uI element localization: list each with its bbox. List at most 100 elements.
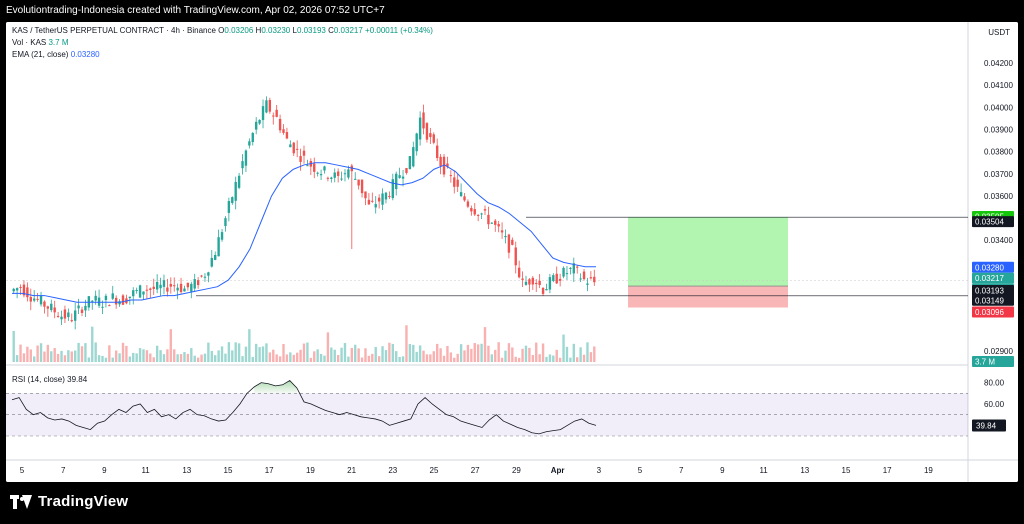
price-axis-badge xyxy=(972,261,1014,273)
volume-bar xyxy=(309,357,313,362)
candle-body xyxy=(306,165,309,167)
candle-body xyxy=(377,197,381,202)
candle-body xyxy=(80,309,84,313)
volume-bar xyxy=(111,357,114,362)
volume-bar xyxy=(29,349,32,362)
volume-bar xyxy=(586,342,589,362)
candle-body xyxy=(429,133,432,138)
volume-legend[interactable]: Vol · KAS 3.7 M xyxy=(12,38,69,47)
candle-body xyxy=(210,257,213,267)
candle-body xyxy=(463,196,466,201)
candle-body xyxy=(46,306,50,309)
volume-bar xyxy=(319,354,323,362)
candle-body xyxy=(84,305,87,311)
rsi-value-text: 39.84 xyxy=(67,375,88,384)
chart-frame: 80.00 60.00 39.84 0.04200 0.04100 0.04000 0.0… xyxy=(6,22,1018,482)
time-tick-label: 19 xyxy=(924,466,933,475)
volume-bar xyxy=(73,350,77,362)
candle-body xyxy=(128,296,132,299)
volume-value: 3.7 M xyxy=(48,38,69,47)
candle-body xyxy=(63,309,67,319)
volume-bar xyxy=(576,357,579,362)
price-axis-badge-text: 0.03149 xyxy=(975,296,1004,305)
candle-body xyxy=(398,175,401,178)
candle-body xyxy=(77,305,80,309)
volume-bar xyxy=(415,351,418,362)
candle-body xyxy=(569,267,572,269)
volume-bar xyxy=(500,357,504,362)
time-tick-label: Apr xyxy=(551,466,565,475)
close-label: C xyxy=(328,26,334,35)
candle-body xyxy=(285,132,289,139)
volume-bar xyxy=(248,329,251,362)
time-tick-label: 17 xyxy=(883,466,892,475)
volume-bar xyxy=(292,354,295,362)
rsi-line xyxy=(11,380,597,435)
volume-bar xyxy=(459,344,463,362)
symbol-legend[interactable]: KAS / TetherUS PERPETUAL CONTRACT · 4h ·… xyxy=(12,26,433,35)
volume-bar xyxy=(268,352,272,362)
volume-bar xyxy=(565,346,569,362)
ema-label: EMA (21, close) xyxy=(12,50,69,59)
volume-bar xyxy=(466,344,470,362)
volume-bar xyxy=(401,356,405,362)
candle-body xyxy=(251,133,254,143)
volume-bar xyxy=(84,343,87,362)
candle-body xyxy=(135,290,138,292)
volume-bar xyxy=(429,354,432,362)
candle-body xyxy=(289,144,292,148)
candle-body xyxy=(360,179,364,194)
volume-bar xyxy=(128,356,132,362)
candle-body xyxy=(572,263,575,274)
volume-bar xyxy=(558,357,562,362)
volume-bar xyxy=(200,354,203,362)
tradingview-logo[interactable]: TradingView xyxy=(10,493,128,510)
volume-bars xyxy=(12,325,596,362)
candle-body xyxy=(579,278,582,280)
candle-body xyxy=(299,156,302,162)
candle-body xyxy=(381,193,384,205)
volume-bar xyxy=(125,345,128,362)
currency-label[interactable]: USDT xyxy=(988,28,1010,37)
candle-body xyxy=(316,172,319,174)
candle-body xyxy=(19,287,22,289)
volume-bar xyxy=(333,349,336,362)
price-axis-badge-text: 3.7 M xyxy=(975,358,995,367)
candle-body xyxy=(155,281,159,290)
ema-line xyxy=(12,162,596,303)
candle-body xyxy=(295,148,299,150)
candle-body xyxy=(94,295,97,301)
volume-bar xyxy=(412,344,415,362)
volume-bar xyxy=(196,357,200,362)
candle-body xyxy=(292,142,295,154)
volume-bar xyxy=(63,355,67,362)
volume-bar xyxy=(381,346,384,362)
volume-bar xyxy=(50,351,53,362)
volume-bar xyxy=(186,353,190,362)
rsi-legend[interactable]: RSI (14, close) 39.84 xyxy=(12,375,87,384)
volume-bar xyxy=(593,346,596,362)
candle-body xyxy=(435,145,439,159)
footer-bar: TradingView xyxy=(0,482,1024,524)
candle-body xyxy=(114,297,118,305)
volume-bar xyxy=(237,343,241,362)
candle-body xyxy=(326,177,330,179)
candle-body xyxy=(244,150,248,166)
time-tick-label: 5 xyxy=(638,466,643,475)
volume-bar xyxy=(422,350,425,362)
volume-bar xyxy=(254,343,258,362)
candle-body xyxy=(330,177,333,179)
candle-body xyxy=(528,279,531,285)
candle-body xyxy=(405,168,408,173)
volume-bar xyxy=(97,355,101,362)
volume-bar xyxy=(241,356,244,362)
volume-bar xyxy=(118,353,121,362)
volume-bar xyxy=(169,329,173,362)
ema-legend[interactable]: EMA (21, close) 0.03280 xyxy=(12,50,100,59)
volume-bar xyxy=(384,350,388,362)
volume-bar xyxy=(354,344,357,362)
candle-body xyxy=(364,191,367,199)
price-axis: 0.04200 0.04100 0.04000 0.03900 0.03800 0.037… xyxy=(972,59,1014,367)
volume-bar xyxy=(405,325,408,362)
